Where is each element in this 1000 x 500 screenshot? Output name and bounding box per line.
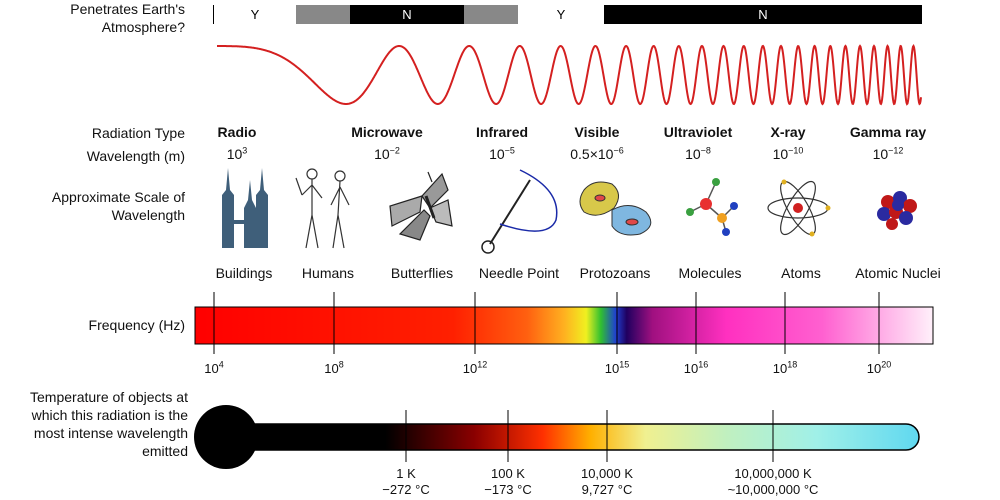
wavelength-value: 103	[226, 145, 248, 162]
temperature-tick-label: 10,000 K 9,727 °C	[580, 466, 634, 497]
buildings-icon	[222, 168, 268, 248]
scale-icons	[222, 168, 917, 254]
frequency-tick-label: 1012	[462, 359, 488, 376]
temperature-tube	[234, 423, 920, 451]
frequency-tick-label: 1020	[866, 359, 892, 376]
wave-graphic	[217, 43, 922, 106]
protozoan-icon	[579, 181, 652, 236]
scale-name: Humans	[301, 265, 355, 281]
wavelength-value: 10−2	[374, 145, 400, 162]
atmosphere-segment: N	[604, 5, 922, 24]
radiation-type-label: Radiation Type	[91, 125, 185, 141]
frequency-tick-label: 1015	[604, 359, 630, 376]
scale-name: Atomic Nuclei	[855, 265, 941, 281]
atmosphere-segment: Y	[518, 5, 604, 24]
scale-name: Molecules	[678, 265, 742, 281]
atmosphere-segment: Y	[214, 5, 296, 24]
temperature-tick-label: 100 K −173 °C	[484, 466, 532, 497]
atmosphere-segment	[464, 5, 518, 24]
radiation-type-name: Ultraviolet	[663, 124, 733, 140]
atmosphere-segment: N	[350, 5, 464, 24]
atmosphere-segment	[296, 5, 350, 24]
temperature-tick-label: 10,000,000 K ~10,000,000 °C	[727, 466, 819, 497]
wavelength-wave	[217, 43, 922, 106]
penetrates-label: Penetrates Earth's Atmosphere?	[70, 1, 185, 35]
wavelength-label: Wavelength (m)	[86, 148, 185, 164]
molecule-icon	[686, 178, 738, 236]
frequency-tick-label: 108	[324, 359, 344, 376]
frequency-spectrum	[194, 292, 934, 354]
wavelength-value: 0.5×10−6	[570, 145, 624, 162]
wavelength-value: 10−12	[872, 145, 904, 162]
wavelength-value: 10−8	[685, 145, 711, 162]
radiation-type-name: Gamma ray	[849, 124, 927, 140]
radiation-type-name: Visible	[574, 124, 620, 140]
radiation-type-name: Infrared	[475, 124, 529, 140]
scale-name: Protozoans	[579, 265, 651, 281]
atom-icon	[767, 179, 831, 237]
needle-icon	[481, 169, 558, 254]
humans-icon	[295, 168, 350, 249]
scale-name: Buildings	[215, 265, 273, 281]
wavelength-value: 10−10	[772, 145, 804, 162]
nucleus-icon	[877, 191, 917, 230]
radiation-type-name: Microwave	[351, 124, 423, 140]
frequency-tick-label: 1018	[772, 359, 798, 376]
butterfly-icon	[389, 171, 453, 241]
scale-name: Atoms	[781, 265, 821, 281]
radiation-type-name: Radio	[217, 124, 257, 140]
temperature-tick-label: 1 K −272 °C	[382, 466, 430, 497]
scale-name: Needle Point	[478, 265, 560, 281]
frequency-tick-label: 1016	[683, 359, 709, 376]
wavelength-value: 10−5	[489, 145, 515, 162]
thermometer	[194, 405, 920, 469]
frequency-label: Frequency (Hz)	[88, 317, 185, 333]
frequency-tick-label: 104	[204, 359, 224, 376]
scale-label: Approximate Scale of Wavelength	[51, 189, 185, 223]
scale-name: Butterflies	[390, 265, 454, 281]
radiation-type-name: X-ray	[770, 124, 806, 140]
frequency-bar	[194, 306, 934, 345]
temperature-label: Temperature of objects at which this rad…	[30, 389, 188, 459]
